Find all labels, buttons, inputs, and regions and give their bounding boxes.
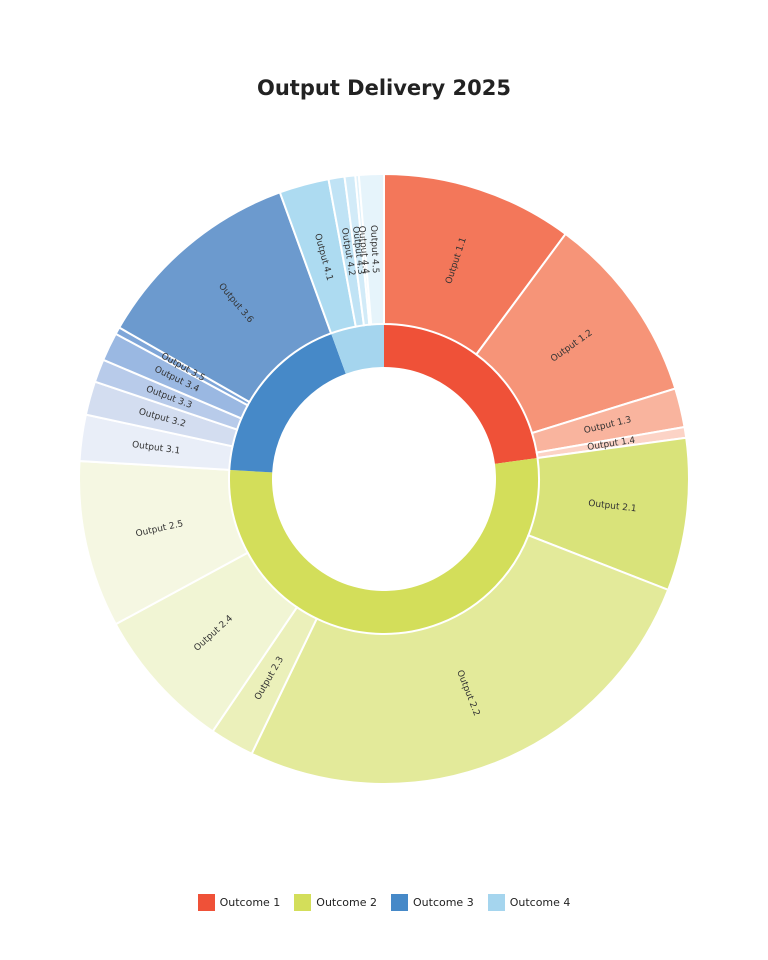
legend-label: Outcome 2 <box>316 896 377 909</box>
inner-slice-outcome-3[interactable] <box>229 333 346 473</box>
chart-title: Output Delivery 2025 <box>257 76 511 100</box>
legend-label: Outcome 4 <box>509 896 571 909</box>
inner-slice-outcome-2[interactable] <box>228 458 539 635</box>
label-output-4-5: Output 4.5 <box>368 225 380 274</box>
outer-slice-output-4-5[interactable] <box>357 172 385 326</box>
legend-item-outcome-2[interactable]: Outcome 2 <box>294 894 377 911</box>
legend-item-outcome-4[interactable]: Outcome 4 <box>487 894 571 911</box>
legend-swatch <box>197 894 215 911</box>
legend-item-outcome-1[interactable]: Outcome 1 <box>197 894 281 911</box>
label-output-4-4: Output 4.4 <box>356 225 370 274</box>
legend-item-outcome-3[interactable]: Outcome 3 <box>391 894 474 911</box>
legend-label: Outcome 3 <box>413 896 474 909</box>
legend-swatch <box>391 894 408 911</box>
legend-label: Outcome 1 <box>219 896 281 909</box>
legend-swatch <box>487 894 505 911</box>
legend-swatch <box>294 894 312 911</box>
inner-slice-outcome-4[interactable] <box>331 324 384 374</box>
inner-slice-outcome-1[interactable] <box>384 324 538 464</box>
outer-slice-output-2-2[interactable] <box>250 534 670 785</box>
chart-legend: Outcome 1 Outcome 2 Outcome 3 Outcome 4 <box>0 894 768 911</box>
